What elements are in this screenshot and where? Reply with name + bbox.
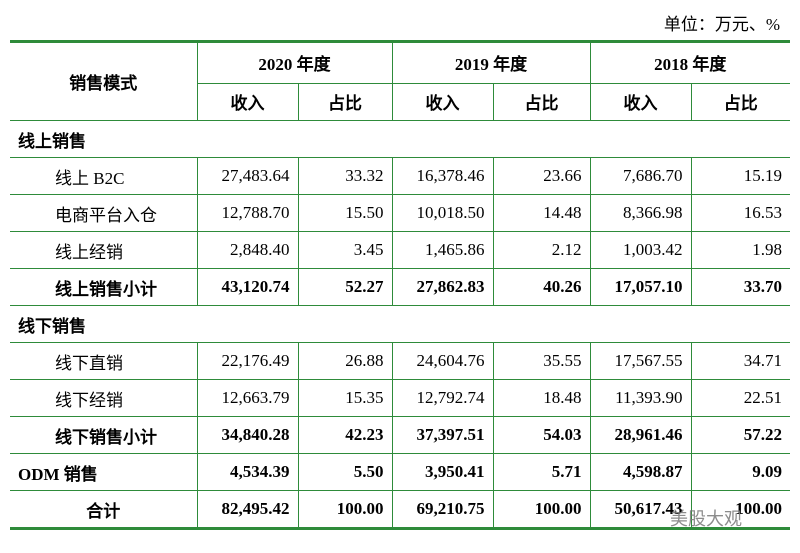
column-header: 收入 [589, 82, 692, 122]
year-header: 2020 年度 [196, 41, 393, 84]
cell: 10,018.50 [391, 194, 494, 232]
cell: 43,120.74 [196, 268, 299, 306]
row-label: 线下直销 [10, 342, 198, 380]
data-row: 电商平台入仓 12,788.70 15.50 10,018.50 14.48 8,366.… [10, 194, 790, 232]
cell: 12,792.74 [391, 379, 494, 417]
row-label: 线下销售小计 [10, 416, 198, 454]
column-header: 收入 [197, 82, 299, 122]
header-cell: 销售模式 [10, 41, 198, 121]
section-row: 线上销售 [10, 120, 790, 158]
cell: 54.03 [492, 416, 591, 454]
cell: 2.12 [492, 231, 591, 269]
data-row: ODM 销售 4,534.39 5.50 3,950.41 5.71 4,598.87 9.… [10, 453, 790, 491]
cell: 1.98 [690, 231, 790, 269]
cell: 37,397.51 [391, 416, 494, 454]
row-label: 线上经销 [10, 231, 198, 269]
cell: 17,057.10 [589, 268, 692, 306]
cell: 15.50 [297, 194, 393, 232]
cell: 8,366.98 [589, 194, 692, 232]
cell: 100.00 [492, 490, 591, 529]
data-row: 线上 B2C 27,483.64 33.32 16,378.46 23.66 7,686.… [10, 157, 790, 195]
row-label: 线下经销 [10, 379, 198, 417]
sales-table: 销售模式 2020 年度 2019 年度 2018 年度 收入 占比 收入 占比 收入 占比 线上销… [10, 40, 790, 530]
cell: 24,604.76 [391, 342, 494, 380]
header-row: 收入 占比 收入 占比 收入 占比 [10, 82, 790, 122]
cell: 82,495.42 [196, 490, 299, 529]
cell: 27,862.83 [391, 268, 494, 306]
cell: 34,840.28 [196, 416, 299, 454]
cell: 11,393.90 [589, 379, 692, 417]
row-label: 线上 B2C [10, 157, 198, 195]
row-label: 线上销售小计 [10, 268, 198, 306]
column-header: 占比 [297, 82, 393, 122]
cell: 52.27 [297, 268, 393, 306]
row-label: 电商平台入仓 [10, 194, 198, 232]
cell: 26.88 [297, 342, 393, 380]
row-label: 合计 [10, 490, 198, 529]
cell: 3,950.41 [391, 453, 494, 491]
cell: 69,210.75 [391, 490, 494, 529]
cell: 14.48 [492, 194, 591, 232]
cell: 22,176.49 [196, 342, 299, 380]
cell: 23.66 [492, 157, 591, 195]
cell: 1,003.42 [589, 231, 692, 269]
column-header: 占比 [690, 82, 790, 122]
cell: 27,483.64 [196, 157, 299, 195]
cell: 33.32 [297, 157, 393, 195]
section-title: 线上销售 [10, 120, 790, 158]
cell: 33.70 [690, 268, 790, 306]
section-title: 线下销售 [10, 305, 790, 343]
cell: 16.53 [690, 194, 790, 232]
cell: 12,663.79 [196, 379, 299, 417]
watermark: 美股大观 [670, 509, 742, 530]
section-row: 线下销售 [10, 305, 790, 343]
data-row: 线上经销 2,848.40 3.45 1,465.86 2.12 1,003.42 1.98 [10, 231, 790, 269]
cell: 4,598.87 [589, 453, 692, 491]
cell: 35.55 [492, 342, 591, 380]
cell: 2,848.40 [196, 231, 299, 269]
year-header: 2018 年度 [589, 41, 790, 84]
cell: 57.22 [690, 416, 790, 454]
data-row: 线下经销 12,663.79 15.35 12,792.74 18.48 11,393.9… [10, 379, 790, 417]
cell: 12,788.70 [196, 194, 299, 232]
cell: 100.00 [297, 490, 393, 529]
cell: 16,378.46 [391, 157, 494, 195]
cell: 4,534.39 [196, 453, 299, 491]
cell: 1,465.86 [391, 231, 494, 269]
cell: 15.19 [690, 157, 790, 195]
cell: 7,686.70 [589, 157, 692, 195]
cell: 34.71 [690, 342, 790, 380]
cell: 17,567.55 [589, 342, 692, 380]
cell: 15.35 [297, 379, 393, 417]
cell: 40.26 [492, 268, 591, 306]
header-row: 销售模式 2020 年度 2019 年度 2018 年度 [10, 41, 790, 121]
cell: 50,617.43 [589, 490, 692, 529]
cell: 28,961.46 [589, 416, 692, 454]
table-body: 销售模式 2020 年度 2019 年度 2018 年度 收入 占比 收入 占比 收入 占比 线上销… [10, 41, 790, 529]
unit-label: 单位：万元、% [663, 15, 780, 34]
data-row: 合计 82,495.42 100.00 69,210.75 100.00 50,617.4… [10, 490, 790, 529]
row-label: ODM 销售 [10, 453, 198, 491]
column-header: 占比 [492, 82, 591, 122]
data-row: 线下直销 22,176.49 26.88 24,604.76 35.55 17,567.5… [10, 342, 790, 380]
cell: 18.48 [492, 379, 591, 417]
data-row: 线上销售小计 43,120.74 52.27 27,862.83 40.26 17,057… [10, 268, 790, 306]
year-header: 2019 年度 [391, 41, 591, 84]
cell: 42.23 [297, 416, 393, 454]
cell: 22.51 [690, 379, 790, 417]
cell: 5.71 [492, 453, 591, 491]
cell: 9.09 [690, 453, 790, 491]
data-row: 线下销售小计 34,840.28 42.23 37,397.51 54.03 28,961… [10, 416, 790, 454]
cell: 3.45 [297, 231, 393, 269]
cell: 100.00 [690, 490, 790, 529]
column-header: 收入 [391, 82, 494, 122]
cell: 5.50 [297, 453, 393, 491]
